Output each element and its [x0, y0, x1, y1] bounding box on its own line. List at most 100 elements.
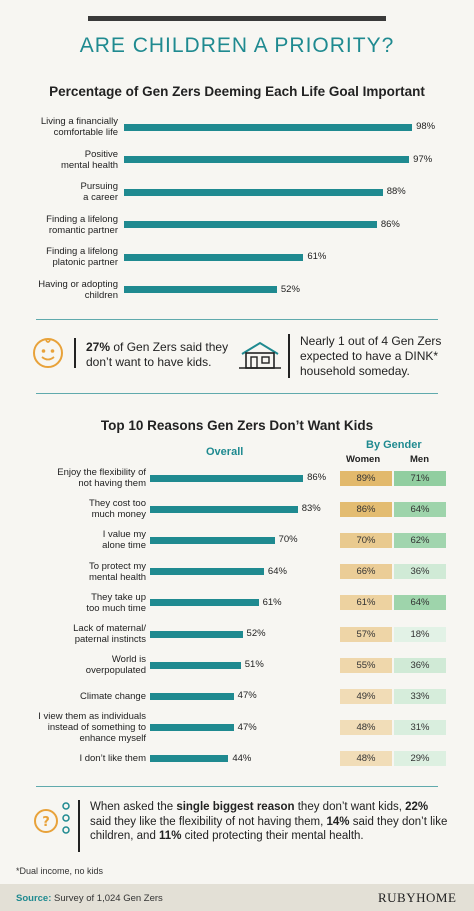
bar-value-label: 97% — [413, 153, 433, 165]
house-icon — [238, 340, 282, 370]
divider-mid — [36, 393, 438, 394]
footnote: *Dual income, no kids — [16, 866, 104, 876]
bar — [150, 536, 275, 544]
callout-right-text: Nearly 1 out of 4 Gen Zers expected to h… — [300, 334, 442, 378]
bar-value-label: 44% — [232, 752, 252, 764]
bar — [150, 692, 234, 700]
bar-value-label: 88% — [386, 186, 406, 197]
women-cell: 55% — [340, 657, 392, 673]
chart2-title: Top 10 Reasons Gen Zers Don’t Want Kids — [100, 418, 374, 433]
men-cell: 31% — [394, 720, 446, 736]
bar-value-label: 86% — [380, 218, 400, 230]
top-rule — [88, 16, 386, 21]
bar-label: I view them as individuals instead of som… — [4, 711, 146, 744]
bar — [124, 286, 277, 293]
bar-label-line: romantic partner — [48, 224, 118, 236]
bar-label: Finding a lifelong platonic partner — [8, 246, 118, 268]
bar-label-line: Finding a lifelong — [46, 246, 118, 257]
men-cell: 64% — [394, 595, 446, 611]
bar-label-line: To protect my — [88, 560, 146, 572]
bar — [150, 755, 229, 763]
callout-right-rule — [288, 334, 290, 378]
bar-value-label: 83% — [301, 503, 321, 515]
bar-label-line: They cost too — [88, 498, 146, 510]
women-header: Women — [346, 454, 381, 465]
bar-label-line: They take up — [91, 591, 146, 603]
men-cell: 29% — [394, 751, 446, 767]
women-cell: 61% — [340, 595, 392, 611]
callout-left-text: 27% of Gen Zers said they don’t want to … — [86, 340, 229, 369]
bar-value-label: 61% — [262, 596, 282, 608]
women-cell: 89% — [340, 470, 392, 486]
bar-label: Lack of maternal/paternal instincts — [4, 623, 146, 645]
baby-icon — [32, 337, 64, 369]
bar — [124, 188, 383, 196]
overall-header: Overall — [206, 446, 244, 458]
bar-label: Positive mental health — [8, 149, 118, 171]
bar-label-line: Living a financially — [40, 116, 118, 127]
bar — [150, 661, 241, 669]
bar-label: They take up too much time — [4, 592, 146, 614]
bar-label-line: Finding a lifelong — [46, 213, 118, 225]
bar-label: Pursuing a career — [8, 181, 119, 203]
men-cell: 18% — [394, 626, 446, 642]
men-cell: 36% — [394, 564, 446, 580]
brand-logo: RUBYHOME — [378, 890, 457, 905]
bar — [150, 630, 243, 638]
bar — [150, 724, 234, 732]
bar-label-line: I don’t like them — [79, 753, 146, 765]
bar-label-line: Positive — [84, 148, 118, 160]
bar-label-line: alone time — [102, 540, 146, 552]
source-line: Source: Survey of 1,024 Gen Zers — [16, 893, 163, 904]
bar-label-line: comfortable life — [53, 127, 118, 138]
bar-value-label: 70% — [278, 534, 298, 546]
bar — [124, 253, 304, 261]
bar-label: Having or adopting children — [8, 279, 118, 301]
men-cell: 33% — [394, 688, 446, 704]
bar-label: I value my alone time — [4, 529, 146, 551]
bar-value-label: 61% — [307, 251, 327, 262]
page-title: ARE CHILDREN A PRIORITY? — [79, 34, 395, 57]
bar-label-line: Climate change — [79, 690, 146, 702]
men-cell: 36% — [394, 657, 446, 673]
divider-bottom — [36, 786, 438, 787]
bar-label-line: a career — [83, 192, 118, 203]
bar — [124, 221, 377, 228]
men-cell: 62% — [394, 532, 446, 548]
bar-label: Finding a lifelong romantic partner — [8, 214, 118, 236]
bar-label-line: overpopulated — [85, 665, 146, 677]
bar — [124, 156, 410, 163]
bar-label-line: instead of something to — [47, 722, 146, 734]
question-icon: ? — [32, 801, 72, 835]
women-cell: 48% — [340, 751, 392, 767]
bar-value-label: 51% — [244, 659, 264, 671]
bar-label-line: Lack of maternal/ — [73, 623, 146, 634]
bar-label-line: Having or adopting — [38, 278, 118, 290]
bar-value-label: 47% — [237, 690, 257, 702]
women-cell: 49% — [340, 688, 392, 704]
svg-text:?: ? — [42, 815, 50, 830]
divider-top — [36, 319, 438, 320]
bar-label-line: too much time — [86, 602, 146, 614]
by-gender-header: By Gender — [366, 439, 422, 451]
bar-label-line: platonic partner — [52, 257, 118, 268]
women-cell: 48% — [340, 720, 392, 736]
men-cell: 71% — [394, 470, 446, 486]
men-header: Men — [410, 454, 429, 465]
bar-label-line: mental health — [88, 571, 146, 583]
bar — [150, 568, 264, 576]
bar-label: Climate change — [4, 691, 146, 702]
bar-label: They cost too much money — [4, 498, 146, 520]
women-cell: 57% — [340, 626, 392, 642]
bar-value-label: 52% — [280, 283, 300, 295]
bottom-callout-text: When asked the single biggest reason the… — [90, 801, 448, 842]
bar-label-line: enhance myself — [79, 733, 146, 745]
bar-label-line: Enjoy the flexibility of — [57, 467, 146, 478]
bar-label: Enjoy the flexibility of not having them — [4, 467, 146, 489]
women-cell: 66% — [340, 564, 392, 580]
women-cell: 70% — [340, 532, 392, 548]
women-cell: 86% — [340, 501, 392, 517]
callout-left-rule — [74, 338, 76, 368]
bar-value-label: 86% — [307, 472, 327, 483]
bar — [150, 505, 298, 513]
